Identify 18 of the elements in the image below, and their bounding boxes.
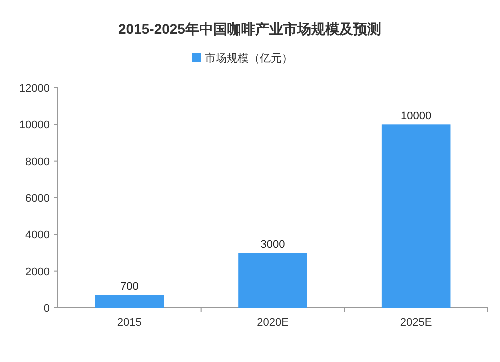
x-tick-label: 2025E bbox=[400, 317, 432, 329]
bar bbox=[238, 253, 308, 308]
bar bbox=[95, 295, 164, 308]
x-tick-label: 2020E bbox=[257, 317, 289, 329]
data-label: 700 bbox=[120, 281, 139, 294]
data-label: 10000 bbox=[401, 110, 432, 123]
y-tick-label: 2000 bbox=[26, 266, 50, 278]
legend-label: 市场规模（亿元） bbox=[205, 52, 293, 65]
y-tick-label: 6000 bbox=[26, 193, 50, 205]
chart-title: 2015-2025年中国咖啡产业市场规模及预测 bbox=[118, 21, 382, 37]
y-tick-label: 8000 bbox=[26, 156, 50, 168]
data-label: 3000 bbox=[260, 239, 286, 251]
x-tick-label: 2015 bbox=[117, 317, 142, 329]
y-tick-label: 0 bbox=[44, 303, 50, 315]
bar bbox=[382, 124, 451, 308]
y-tick-label: 4000 bbox=[26, 230, 50, 242]
y-tick-label: 10000 bbox=[19, 120, 50, 132]
y-tick-label: 12000 bbox=[19, 83, 50, 95]
